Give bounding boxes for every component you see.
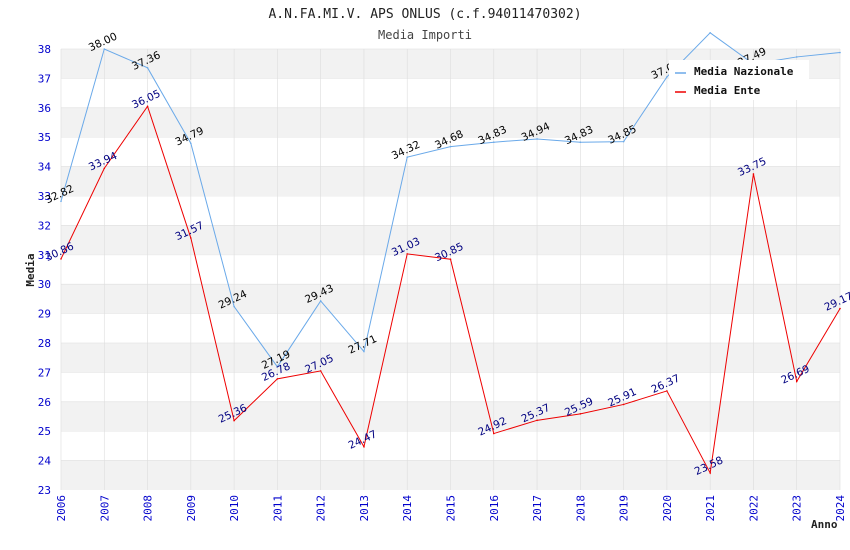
x-tick-label: 2013 [358,495,371,522]
x-tick-label: 2021 [704,495,717,522]
y-axis-label: Media [24,253,37,286]
data-point [795,380,798,383]
y-tick-label: 33 [38,190,51,203]
x-tick-label: 2024 [834,495,847,522]
y-axis-ticks: 23 24 25 26 27 28 29 30 31 32 33 34 35 36 37 38 [38,43,52,497]
data-point [190,237,192,239]
data-point [363,350,365,353]
data-label: 26.37 [649,372,681,396]
data-point [363,445,365,448]
y-tick-label: 28 [38,337,51,350]
y-tick-label: 24 [38,455,52,468]
x-tick-label: 2010 [228,495,241,522]
data-point [839,307,841,310]
data-point [146,105,149,108]
data-point [276,378,279,380]
data-point [579,413,582,415]
y-tick-label: 36 [38,102,51,115]
x-tick-label: 2016 [488,495,501,522]
y-tick-label: 37 [38,72,51,85]
data-point [60,258,62,260]
x-axis-label: Anno [811,518,838,531]
x-tick-label: 2006 [55,495,68,522]
x-tick-label: 2008 [142,495,155,522]
data-point [752,173,755,175]
data-point [449,145,452,148]
x-tick-label: 2017 [531,495,544,522]
y-tick-label: 30 [38,278,51,291]
x-tick-label: 2018 [574,495,587,522]
data-point [449,258,452,261]
data-point [319,300,322,302]
data-point [233,305,235,308]
data-point [276,366,279,368]
legend-label-ente: Media Ente [694,84,761,97]
x-tick-label: 2023 [791,495,804,522]
x-tick-label: 2019 [618,495,631,522]
y-tick-label: 27 [38,366,51,379]
data-point [709,32,711,34]
x-tick-label: 2014 [401,495,414,522]
legend-label-nazionale: Media Nazionale [694,65,794,78]
x-tick-label: 2011 [271,495,284,522]
data-label: 30.86 [44,240,77,264]
data-label: 32.82 [44,183,76,207]
data-point [146,67,149,69]
data-label: 24.47 [347,428,379,452]
data-point [103,48,106,50]
data-point [536,419,538,422]
x-tick-label: 2009 [185,495,198,522]
y-tick-label: 26 [38,396,51,409]
data-point [406,156,409,158]
chart-title: A.N.FA.MI.V. APS ONLUS (c.f.94011470302) [268,7,581,22]
y-tick-label: 34 [38,161,52,174]
x-tick-label: 2022 [747,495,760,522]
y-tick-label: 25 [38,425,51,438]
data-label: 34.32 [390,139,422,163]
data-point [709,472,711,474]
x-tick-label: 2012 [315,495,328,522]
data-point [536,138,538,140]
series-lines [60,32,841,475]
data-point [839,51,841,54]
legend-box [669,60,809,100]
data-point [190,142,192,145]
x-tick-label: 2020 [661,495,674,522]
data-point [622,403,625,406]
y-tick-label: 29 [38,308,51,321]
data-point [579,141,582,143]
data-point [622,140,625,143]
y-tick-label: 38 [38,43,51,56]
chart-subtitle: Media Importi [378,28,472,42]
data-point [492,432,495,435]
data-point [60,200,62,203]
y-tick-label: 31 [38,249,51,262]
data-point [492,141,495,143]
data-point [319,370,322,372]
x-axis-ticks: 2006 2007 2008 2009 2010 2011 2012 2013 2014 2015… [55,495,847,522]
data-point [406,253,409,255]
data-point [103,167,106,170]
data-point [795,56,798,58]
x-tick-label: 2015 [445,495,458,522]
y-tick-label: 35 [38,131,51,144]
x-tick-label: 2007 [98,495,111,522]
y-tick-label: 32 [38,219,51,232]
y-tick-label: 23 [38,484,51,497]
data-point [233,419,235,422]
data-point [666,76,668,78]
legend: Media Nazionale Media Ente [669,60,809,100]
data-point [666,390,668,392]
vertical-grid [60,49,841,490]
